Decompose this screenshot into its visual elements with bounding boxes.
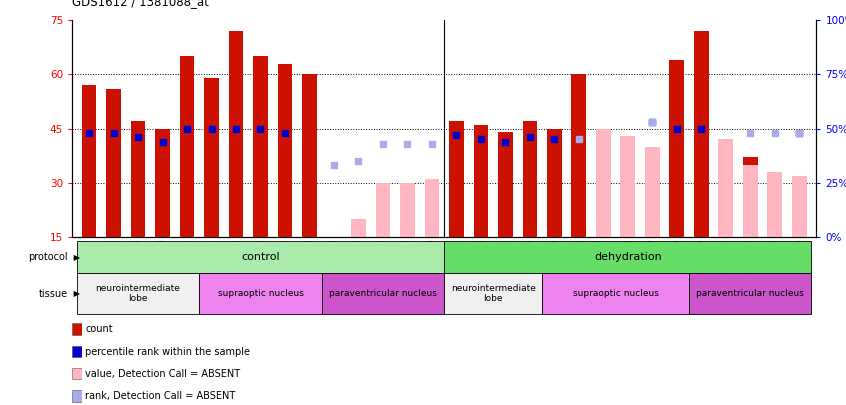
Bar — [425, 179, 439, 237]
Bar — [277, 64, 293, 237]
Bar — [351, 219, 365, 237]
Bar — [321, 273, 444, 314]
Bar — [77, 241, 444, 273]
Text: tissue: tissue — [39, 289, 68, 298]
Bar — [542, 273, 689, 314]
Bar — [302, 75, 316, 237]
Bar — [743, 165, 758, 237]
Bar — [204, 78, 219, 237]
Bar — [689, 273, 811, 314]
Bar — [596, 129, 611, 237]
Text: protocol: protocol — [28, 252, 68, 262]
Text: count: count — [85, 324, 113, 334]
Bar — [155, 129, 170, 237]
Bar — [73, 323, 81, 335]
Bar — [620, 136, 635, 237]
Bar — [82, 85, 96, 237]
Bar — [107, 89, 121, 237]
Bar — [474, 125, 488, 237]
Bar — [792, 175, 806, 237]
Bar — [73, 346, 81, 357]
Text: rank, Detection Call = ABSENT: rank, Detection Call = ABSENT — [85, 391, 236, 401]
Text: value, Detection Call = ABSENT: value, Detection Call = ABSENT — [85, 369, 240, 379]
Text: control: control — [241, 252, 280, 262]
Bar — [77, 273, 200, 314]
Bar — [130, 122, 146, 237]
Text: ▶: ▶ — [71, 289, 80, 298]
Bar — [253, 56, 268, 237]
Bar — [498, 132, 513, 237]
Bar — [767, 172, 782, 237]
Bar — [743, 158, 758, 237]
Bar — [523, 122, 537, 237]
Text: paraventricular nucleus: paraventricular nucleus — [696, 289, 805, 298]
Bar — [179, 56, 195, 237]
Text: supraoptic nucleus: supraoptic nucleus — [573, 289, 658, 298]
Bar — [669, 60, 684, 237]
Bar — [444, 273, 542, 314]
Bar — [694, 31, 709, 237]
Bar — [228, 31, 244, 237]
Bar — [449, 122, 464, 237]
Text: neurointermediate
lobe: neurointermediate lobe — [96, 284, 180, 303]
Bar — [73, 368, 81, 379]
Bar — [376, 183, 390, 237]
Text: neurointermediate
lobe: neurointermediate lobe — [451, 284, 536, 303]
Bar — [200, 273, 321, 314]
Bar — [400, 183, 415, 237]
Bar — [572, 75, 586, 237]
Text: ▶: ▶ — [71, 253, 80, 262]
Text: dehydration: dehydration — [594, 252, 662, 262]
Bar — [645, 147, 660, 237]
Bar — [73, 390, 81, 402]
Text: percentile rank within the sample: percentile rank within the sample — [85, 347, 250, 356]
Text: paraventricular nucleus: paraventricular nucleus — [329, 289, 437, 298]
Bar — [718, 139, 733, 237]
Bar — [596, 158, 611, 237]
Text: supraoptic nucleus: supraoptic nucleus — [217, 289, 304, 298]
Bar — [547, 129, 562, 237]
Bar — [444, 241, 811, 273]
Text: GDS1612 / 1381088_at: GDS1612 / 1381088_at — [72, 0, 209, 8]
